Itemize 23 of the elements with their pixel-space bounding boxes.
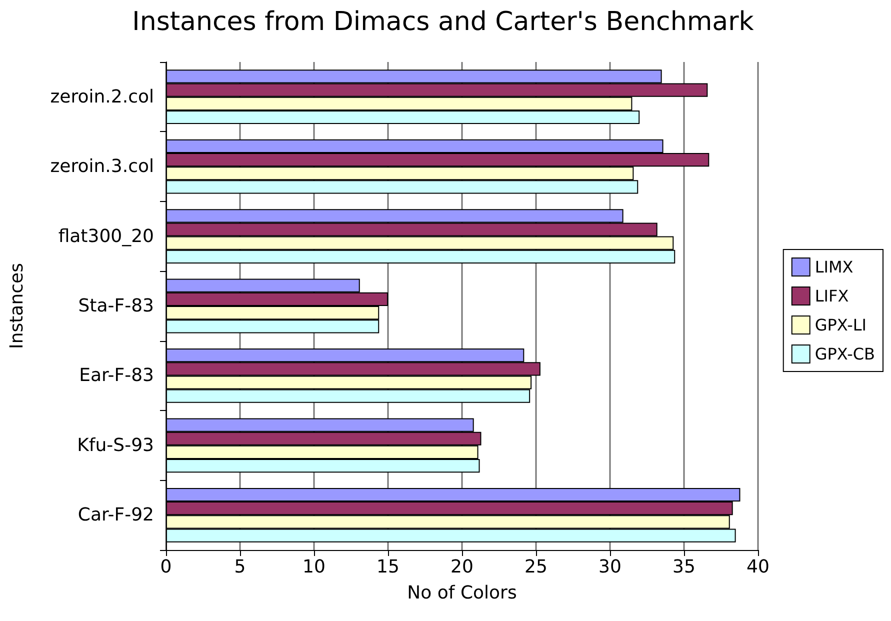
legend-label: GPX-CB <box>814 344 876 364</box>
y-tick-label: zeroin.3.col <box>50 156 154 178</box>
y-tick-label: flat300_20 <box>58 226 154 247</box>
x-axis-title: No of Colors <box>407 582 517 604</box>
y-tick-label: Kfu-S-93 <box>77 434 154 456</box>
chart-title: Instances from Dimacs and Carter's Benchmark <box>132 7 754 37</box>
x-tick-label: 10 <box>302 556 326 578</box>
y-tick-label: zeroin.2.col <box>50 86 154 108</box>
y-axis-title: Instances <box>6 263 28 349</box>
y-tick-label: Ear-F-83 <box>79 365 154 386</box>
x-tick-label: 40 <box>746 556 770 578</box>
x-tick-label: 35 <box>672 556 696 578</box>
legend-label: LIFX <box>814 286 849 306</box>
legend-label: GPX-LI <box>814 316 866 334</box>
x-tick-label: 20 <box>450 556 474 578</box>
y-tick-label: Car-F-92 <box>78 504 154 526</box>
x-tick-label: 0 <box>160 556 172 578</box>
x-tick-label: 25 <box>524 556 548 578</box>
legend-label: LIMX <box>814 258 854 276</box>
x-tick-label: 30 <box>598 556 622 578</box>
x-tick-label: 5 <box>234 556 246 578</box>
y-tick-label: Sta-F-83 <box>78 296 154 316</box>
x-tick-label: 15 <box>376 556 400 578</box>
